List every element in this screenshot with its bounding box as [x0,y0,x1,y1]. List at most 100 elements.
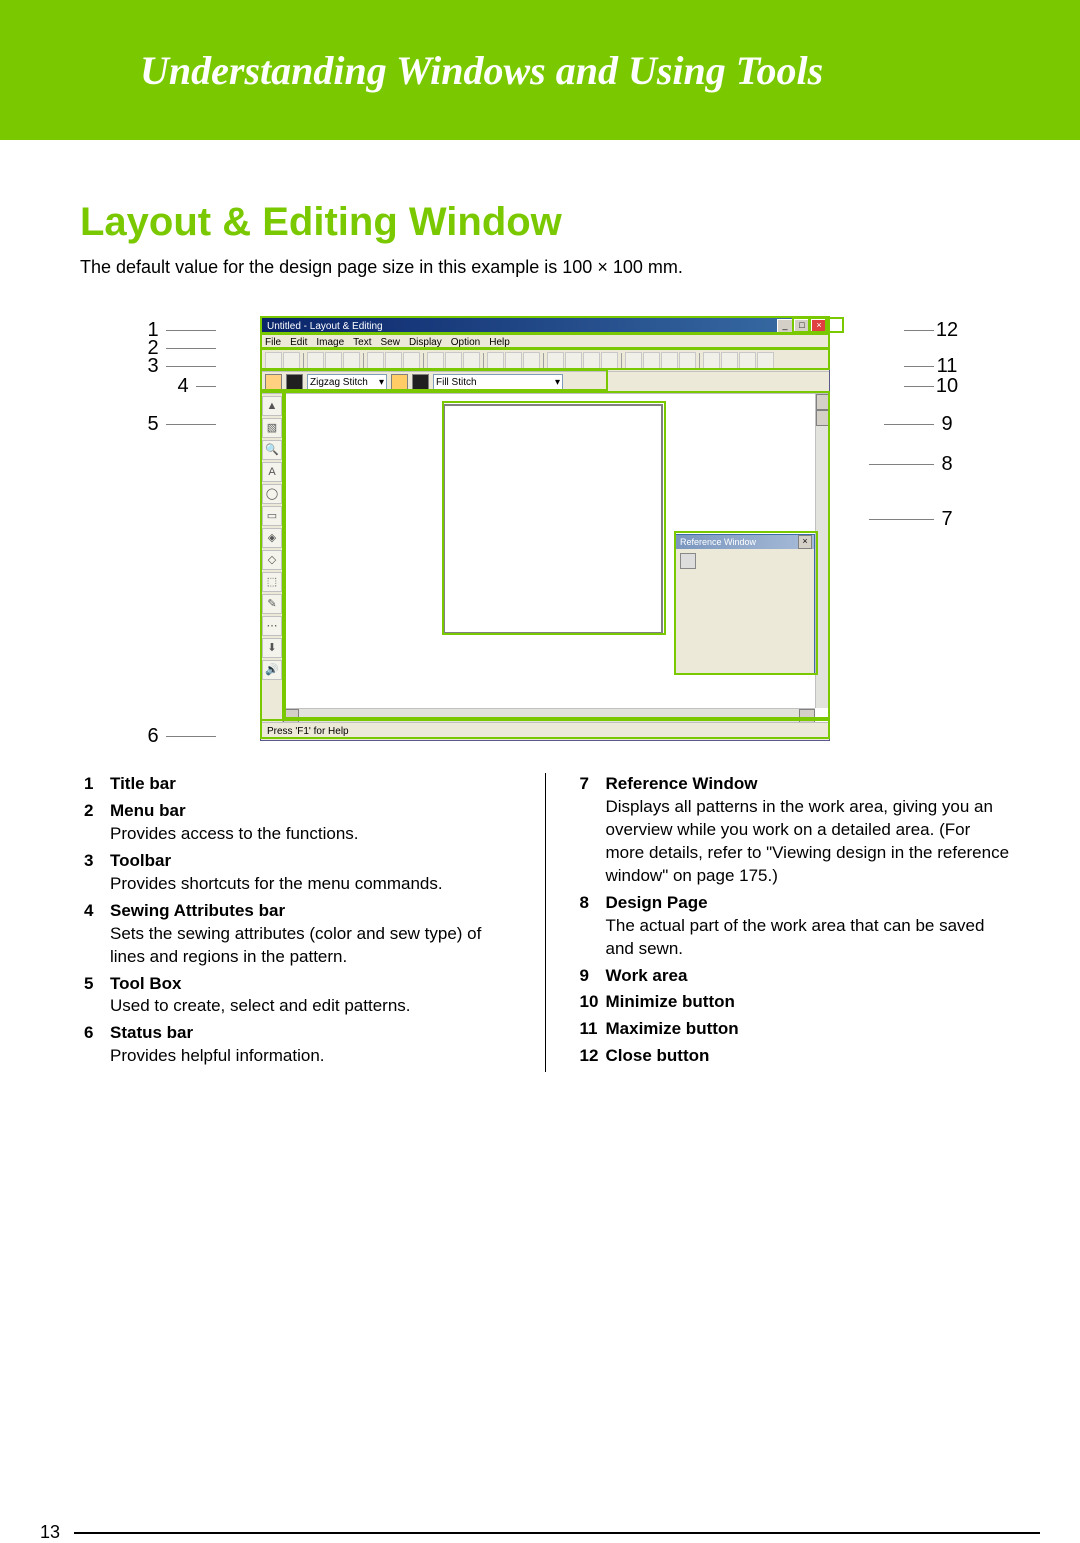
toolbar-button-11[interactable] [487,352,504,369]
toolbar-button-2[interactable] [307,352,324,369]
toolbar-button-14[interactable] [547,352,564,369]
line-type-select[interactable]: Zigzag Stitch [307,374,387,391]
menu-edit[interactable]: Edit [290,337,307,348]
toolbar-separator [363,353,364,369]
menu-option[interactable]: Option [451,337,480,348]
legend-item-8: 8Design PageThe actual part of the work … [576,892,1011,961]
toolbar-button-3[interactable] [325,352,342,369]
callout-line [166,366,216,368]
line-color-swatch[interactable] [286,374,303,391]
tool-button-4[interactable]: ◯ [262,484,282,504]
callout-12: 12 [904,319,960,342]
legend-body: Sewing Attributes barSets the sewing att… [110,900,515,969]
tool-button-12[interactable]: 🔊 [262,660,282,680]
toolbar-button-5[interactable] [367,352,384,369]
menu-file[interactable]: File [265,337,281,348]
legend-num: 8 [576,892,606,961]
toolbar-button-13[interactable] [523,352,540,369]
titlebar: Untitled - Layout & Editing _ □ × [261,317,829,335]
callout-line [166,424,216,426]
toolbar-button-24[interactable] [739,352,756,369]
legend-title: Tool Box [110,973,515,996]
legend-desc: The actual part of the work area that ca… [606,915,1011,961]
legend-title: Close button [606,1045,1011,1068]
toolbar-button-6[interactable] [385,352,402,369]
vertical-scrollbar[interactable] [815,394,829,708]
tool-button-2[interactable]: 🔍 [262,440,282,460]
toolbar-button-22[interactable] [703,352,720,369]
legend-item-1: 1Title bar [80,773,515,796]
toolbar-button-7[interactable] [403,352,420,369]
line-sample-icon[interactable] [265,374,282,391]
tool-button-0[interactable]: ▲ [262,396,282,416]
tool-button-7[interactable]: ◇ [262,550,282,570]
section-title: Layout & Editing Window [80,200,1010,245]
toolbar-button-25[interactable] [757,352,774,369]
tool-button-1[interactable]: ▧ [262,418,282,438]
toolbar-button-19[interactable] [643,352,660,369]
legend-num: 5 [80,973,110,1019]
legend-divider [545,773,546,1072]
legend-body: Title bar [110,773,515,796]
tool-button-9[interactable]: ✎ [262,594,282,614]
close-button[interactable]: × [811,319,827,333]
toolbar-button-10[interactable] [463,352,480,369]
legend-num: 2 [80,800,110,846]
toolbar-button-21[interactable] [679,352,696,369]
region-color-swatch[interactable] [412,374,429,391]
toolbar-button-4[interactable] [343,352,360,369]
tool-button-8[interactable]: ⬚ [262,572,282,592]
legend-title: Work area [606,965,1011,988]
legend-item-9: 9Work area [576,965,1011,988]
toolbar-button-15[interactable] [565,352,582,369]
callout-line [884,424,934,426]
tool-button-6[interactable]: ◈ [262,528,282,548]
tool-button-3[interactable]: A [262,462,282,482]
annotated-diagram: 123456 121110987 Untitled - Layout & Edi… [140,313,960,753]
legend-num: 11 [576,1018,606,1041]
menu-text[interactable]: Text [353,337,371,348]
toolbar-button-23[interactable] [721,352,738,369]
menu-bar: File Edit Image Text Sew Display Option Help [261,335,829,350]
design-page[interactable] [443,404,663,634]
legend-body: Maximize button [606,1018,1011,1041]
maximize-button[interactable]: □ [794,319,810,333]
tool-button-10[interactable]: ⋯ [262,616,282,636]
tool-button-11[interactable]: ⬇ [262,638,282,658]
callout-line [904,386,934,388]
horizontal-scrollbar[interactable] [283,708,815,722]
menu-image[interactable]: Image [316,337,344,348]
callout-7: 7 [869,508,960,531]
menu-help[interactable]: Help [489,337,510,348]
toolbar-button-12[interactable] [505,352,522,369]
legend-desc: Provides helpful information. [110,1045,515,1068]
toolbar-button-1[interactable] [283,352,300,369]
toolbar-button-0[interactable] [265,352,282,369]
fill-type-select[interactable]: Fill Stitch [433,374,563,391]
toolbar-button-8[interactable] [427,352,444,369]
callout-line [166,330,216,332]
work-area[interactable]: Reference Window [283,394,829,722]
legend-body: Tool BoxUsed to create, select and edit … [110,973,515,1019]
menu-display[interactable]: Display [409,337,442,348]
toolbar-separator [543,353,544,369]
legend-num: 4 [80,900,110,969]
legend-desc: Displays all patterns in the work area, … [606,796,1011,888]
section-intro: The default value for the design page si… [80,257,1010,278]
toolbar-button-9[interactable] [445,352,462,369]
tool-button-5[interactable]: ▭ [262,506,282,526]
legend-num: 1 [80,773,110,796]
reference-window-icon[interactable] [680,553,696,569]
reference-window[interactable]: Reference Window [675,534,815,674]
menu-sew[interactable]: Sew [381,337,400,348]
toolbar-button-17[interactable] [601,352,618,369]
toolbar-button-18[interactable] [625,352,642,369]
callout-line [196,386,216,388]
callout-9: 9 [884,413,960,436]
minimize-button[interactable]: _ [777,319,793,333]
legend-num: 10 [576,991,606,1014]
legend-num: 12 [576,1045,606,1068]
toolbar-button-16[interactable] [583,352,600,369]
region-sample-icon[interactable] [391,374,408,391]
toolbar-button-20[interactable] [661,352,678,369]
